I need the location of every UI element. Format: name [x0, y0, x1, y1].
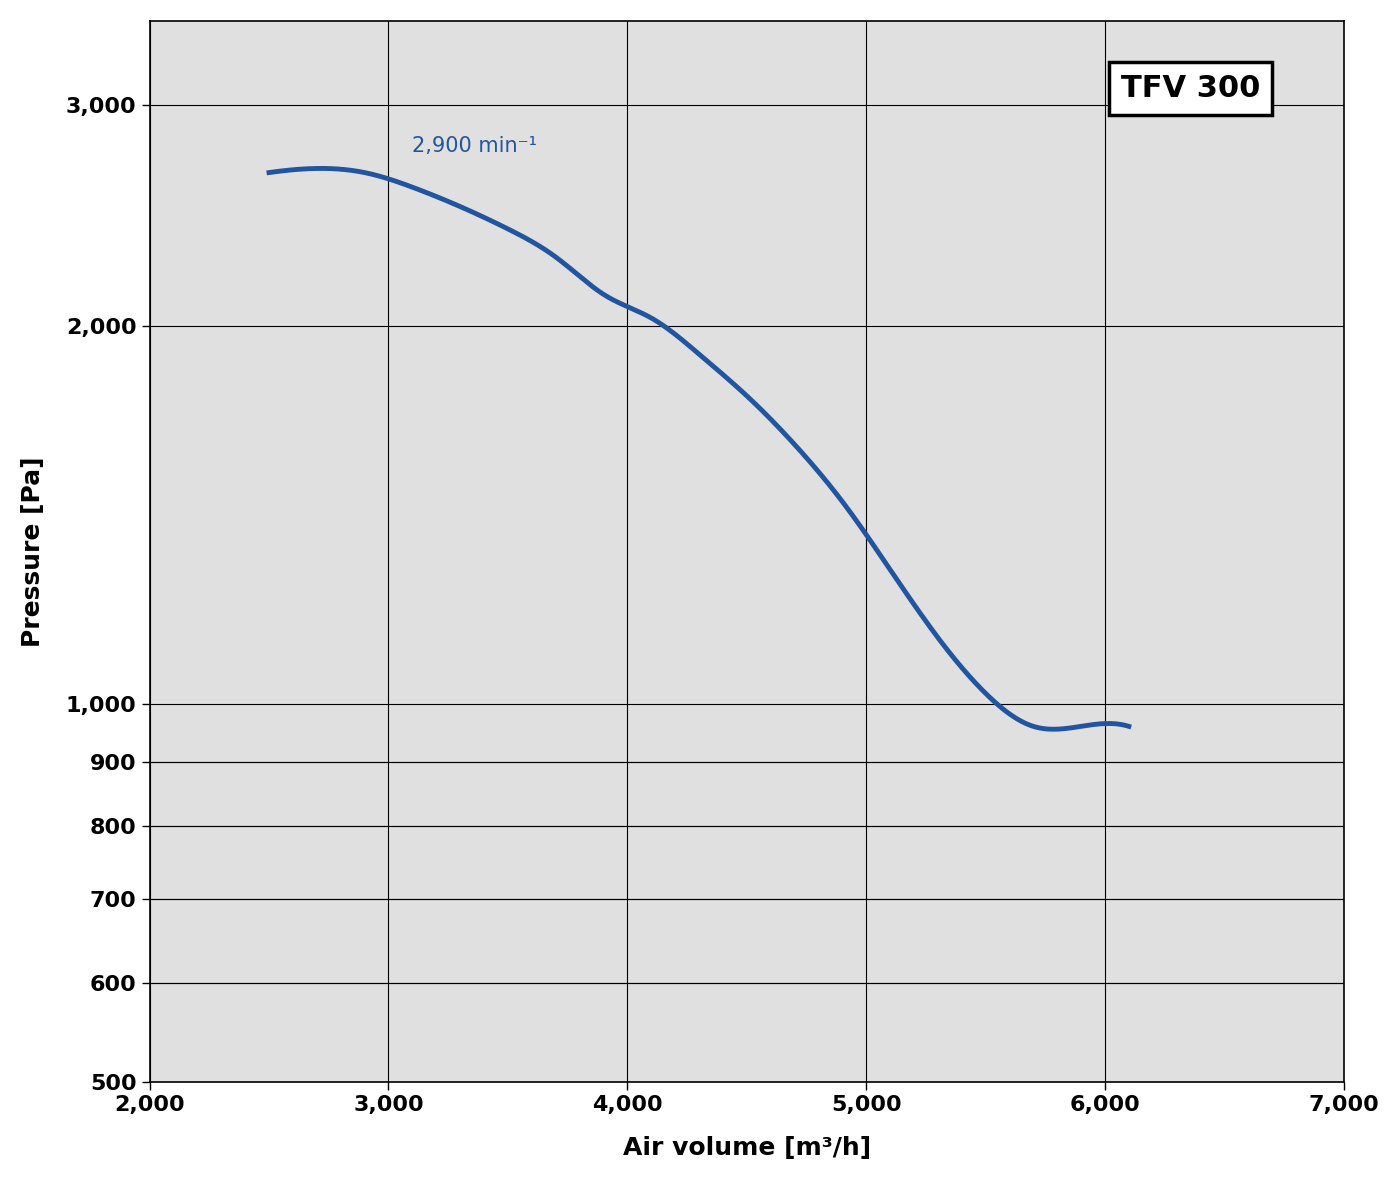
X-axis label: Air volume [m³/h]: Air volume [m³/h] — [623, 1136, 871, 1160]
Y-axis label: Pressure [Pa]: Pressure [Pa] — [21, 456, 45, 647]
Text: TFV 300: TFV 300 — [1121, 74, 1260, 103]
Text: 2,900 min⁻¹: 2,900 min⁻¹ — [413, 136, 538, 156]
